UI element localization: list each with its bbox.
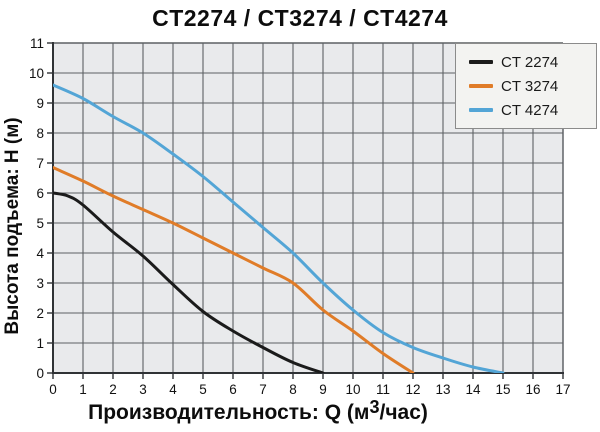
x-tick-label: 9 (319, 382, 327, 397)
y-tick-label: 11 (30, 36, 44, 51)
y-tick-label: 0 (36, 366, 44, 381)
x-tick-label: 13 (435, 382, 450, 397)
x-tick-label: 0 (49, 382, 57, 397)
y-tick-label: 10 (29, 66, 44, 81)
x-tick-label: 14 (465, 382, 481, 397)
x-tick-label: 4 (169, 382, 177, 397)
curve-ct-2274 (53, 191, 325, 373)
legend-line-swatch-ct3274 (469, 84, 493, 88)
legend-label-ct2274: CT 2274 (501, 53, 559, 71)
x-tick-label: 8 (289, 382, 297, 397)
curve-ct-3274 (53, 166, 415, 373)
x-tick-label: 7 (259, 382, 267, 397)
y-tick-label: 8 (36, 126, 44, 141)
legend-label-ct4274: CT 4274 (501, 101, 559, 119)
y-tick-label: 3 (36, 276, 44, 291)
legend-label-ct3274: CT 3274 (501, 77, 559, 95)
legend-line-swatch-ct2274 (469, 60, 493, 64)
x-tick-label: 3 (139, 382, 147, 397)
y-tick-label: 4 (36, 246, 44, 261)
x-tick-label: 1 (79, 382, 87, 397)
x-axis-title-prefix: Производительность: Q (м (88, 401, 370, 424)
y-tick-label: 6 (36, 186, 44, 201)
curve-ct-4274 (53, 83, 505, 373)
y-axis-title: Высота подъема: H (м) (2, 117, 23, 335)
x-tick-label: 10 (345, 382, 360, 397)
legend-line-swatch-ct4274 (469, 108, 493, 112)
x-tick-label: 5 (199, 382, 207, 397)
x-axis-title-superscript: 3 (369, 397, 380, 417)
chart-title: CT2274 / CT3274 / CT4274 (152, 5, 448, 31)
legend-item-ct4274: CT 4274 (469, 102, 596, 119)
x-tick-label: 15 (495, 382, 510, 397)
y-tick-label: 5 (36, 216, 44, 231)
x-tick-label: 17 (555, 382, 570, 397)
x-tick-label: 11 (376, 382, 390, 397)
x-axis-title-suffix: /час) (379, 401, 428, 424)
x-tick-label: 16 (525, 382, 540, 397)
y-tick-label: 1 (36, 336, 44, 351)
x-tick-label: 6 (229, 382, 237, 397)
x-tick-label: 12 (405, 382, 420, 397)
y-tick-label: 7 (36, 156, 44, 171)
legend-item-ct3274: CT 3274 (469, 78, 596, 95)
legend-item-ct2274: CT 2274 (469, 54, 596, 71)
x-axis-title: Производительность: Q (м3/час) (0, 397, 516, 425)
y-tick-label: 9 (36, 96, 44, 111)
legend: CT 2274 CT 3274 CT 4274 (455, 43, 597, 129)
x-tick-label: 2 (109, 382, 117, 397)
y-tick-label: 2 (36, 306, 44, 321)
